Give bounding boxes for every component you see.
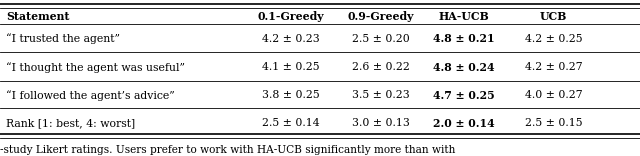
Text: 4.7 ± 0.25: 4.7 ± 0.25 <box>433 90 495 101</box>
Text: 4.8 ± 0.21: 4.8 ± 0.21 <box>433 34 495 44</box>
Text: 3.5 ± 0.23: 3.5 ± 0.23 <box>352 90 410 100</box>
Text: 0.9-Greedy: 0.9-Greedy <box>348 11 414 22</box>
Text: Rank [1: best, 4: worst]: Rank [1: best, 4: worst] <box>6 118 136 128</box>
Text: 4.1 ± 0.25: 4.1 ± 0.25 <box>262 62 320 72</box>
Text: 4.8 ± 0.24: 4.8 ± 0.24 <box>433 62 495 73</box>
Text: 2.6 ± 0.22: 2.6 ± 0.22 <box>352 62 410 72</box>
Text: 0.1-Greedy: 0.1-Greedy <box>258 11 324 22</box>
Text: 4.2 ± 0.23: 4.2 ± 0.23 <box>262 34 320 44</box>
Text: Statement: Statement <box>6 11 70 22</box>
Text: 2.5 ± 0.15: 2.5 ± 0.15 <box>525 118 582 128</box>
Text: 4.2 ± 0.27: 4.2 ± 0.27 <box>525 62 582 72</box>
Text: 2.0 ± 0.14: 2.0 ± 0.14 <box>433 118 495 129</box>
Text: -study Likert ratings. Users prefer to work with HA-UCB significantly more than : -study Likert ratings. Users prefer to w… <box>0 145 456 155</box>
Text: “I followed the agent’s advice”: “I followed the agent’s advice” <box>6 90 175 101</box>
Text: 3.0 ± 0.13: 3.0 ± 0.13 <box>352 118 410 128</box>
Text: 4.0 ± 0.27: 4.0 ± 0.27 <box>525 90 582 100</box>
Text: “I trusted the agent”: “I trusted the agent” <box>6 34 120 44</box>
Text: “I thought the agent was useful”: “I thought the agent was useful” <box>6 62 186 73</box>
Text: 2.5 ± 0.14: 2.5 ± 0.14 <box>262 118 320 128</box>
Text: 4.2 ± 0.25: 4.2 ± 0.25 <box>525 34 582 44</box>
Text: 2.5 ± 0.20: 2.5 ± 0.20 <box>352 34 410 44</box>
Text: HA-UCB: HA-UCB <box>438 11 490 22</box>
Text: UCB: UCB <box>540 11 567 22</box>
Text: 3.8 ± 0.25: 3.8 ± 0.25 <box>262 90 320 100</box>
